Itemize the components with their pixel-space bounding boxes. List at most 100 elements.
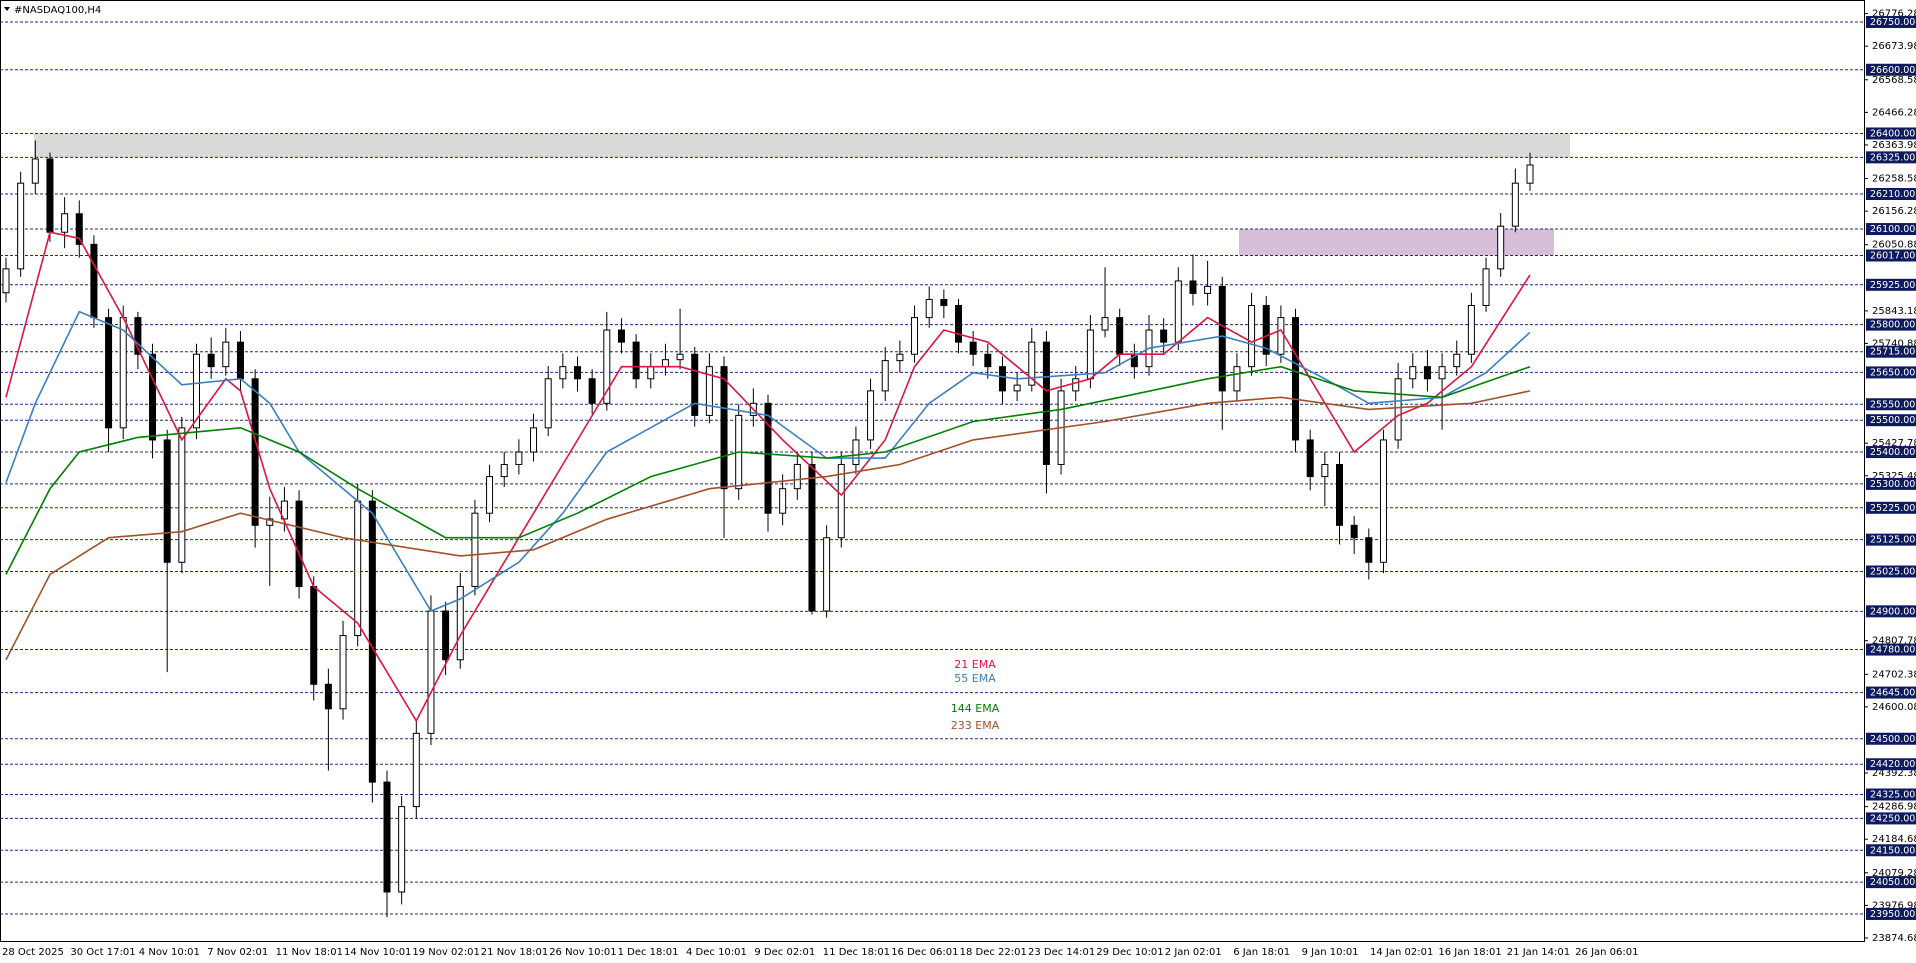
candle-body bbox=[1160, 329, 1168, 343]
legend-entry: 144 EMA bbox=[951, 702, 1000, 715]
x-tick-label: 28 Oct 2025 bbox=[2, 947, 64, 958]
level-label: 25125.00 bbox=[1870, 535, 1915, 546]
level-tag bbox=[1866, 223, 1916, 236]
candle-body bbox=[1526, 164, 1534, 184]
level-label: 24900.00 bbox=[1870, 606, 1915, 617]
candle-body bbox=[588, 378, 596, 404]
menu-arrow bbox=[4, 7, 10, 11]
candle-body bbox=[881, 360, 889, 392]
candle-body bbox=[1072, 378, 1080, 392]
candle-body bbox=[574, 366, 581, 380]
candle-body bbox=[90, 243, 98, 319]
x-tick-label: 16 Dec 06:01 bbox=[891, 947, 958, 958]
candle-body bbox=[1116, 317, 1124, 355]
candle-body bbox=[1394, 378, 1402, 441]
x-tick-label: 18 Dec 22:01 bbox=[960, 947, 1027, 958]
candle-body bbox=[1467, 305, 1475, 355]
level-label: 26210.00 bbox=[1870, 189, 1915, 200]
candle-body bbox=[1174, 280, 1182, 343]
chart-title: #NASDAQ100,H4 bbox=[14, 5, 101, 16]
level-tag bbox=[1866, 366, 1916, 379]
candle-body bbox=[969, 341, 977, 355]
candle-body bbox=[163, 439, 171, 563]
candle-body bbox=[1189, 280, 1197, 294]
candle-body bbox=[793, 463, 801, 490]
level-label: 25300.00 bbox=[1870, 479, 1915, 490]
candle-body bbox=[1423, 366, 1431, 380]
x-tick-label: 9 Dec 02:01 bbox=[754, 947, 815, 958]
candle-body bbox=[1277, 317, 1285, 355]
level-label: 24420.00 bbox=[1870, 759, 1915, 770]
x-tick-label: 19 Nov 02:01 bbox=[412, 947, 479, 958]
level-tag bbox=[1866, 732, 1916, 745]
x-tick-label: 26 Jan 06:01 bbox=[1575, 947, 1638, 958]
level-label: 24150.00 bbox=[1870, 845, 1915, 856]
level-tag bbox=[1866, 151, 1916, 164]
level-tag bbox=[1866, 565, 1916, 578]
y-tick-label: 26776.28 bbox=[1872, 9, 1916, 20]
candle-body bbox=[236, 341, 244, 380]
legend-entry: 55 EMA bbox=[954, 672, 996, 685]
x-tick-label: 11 Dec 18:01 bbox=[823, 947, 890, 958]
candle-body bbox=[207, 353, 215, 368]
candle-body bbox=[149, 353, 157, 441]
x-tick-label: 1 Dec 18:01 bbox=[618, 947, 679, 958]
candle-body bbox=[1511, 182, 1519, 227]
candle-body bbox=[808, 463, 816, 612]
candle-body bbox=[17, 182, 25, 270]
level-label: 26017.00 bbox=[1870, 250, 1915, 261]
candle-body bbox=[442, 610, 450, 661]
candle-body bbox=[998, 366, 1006, 392]
price-zone bbox=[34, 133, 1570, 158]
candle-body bbox=[354, 500, 362, 637]
y-tick-label: 23874.68 bbox=[1872, 933, 1916, 944]
candle-body bbox=[1233, 366, 1241, 392]
candle-body bbox=[2, 268, 10, 294]
x-tick-label: 16 Jan 18:01 bbox=[1438, 947, 1501, 958]
candle-body bbox=[544, 378, 552, 429]
candle-body bbox=[1028, 341, 1036, 386]
level-tag bbox=[1866, 907, 1916, 920]
level-tag bbox=[1866, 63, 1916, 76]
candle-body bbox=[617, 329, 625, 343]
level-label: 24325.00 bbox=[1870, 790, 1915, 801]
candle-body bbox=[1218, 285, 1226, 392]
level-tag bbox=[1866, 501, 1916, 514]
level-tag bbox=[1866, 533, 1916, 546]
candle-body bbox=[1101, 317, 1109, 331]
y-tick-label: 26673.98 bbox=[1872, 41, 1916, 52]
candle-body bbox=[837, 463, 845, 539]
candle-body bbox=[310, 585, 318, 685]
candle-body bbox=[1262, 305, 1270, 355]
y-tick-label: 25740.88 bbox=[1872, 338, 1916, 349]
level-label: 24780.00 bbox=[1870, 645, 1915, 656]
candle-body bbox=[896, 353, 904, 362]
candle-body bbox=[75, 213, 83, 245]
x-tick-label: 7 Nov 02:01 bbox=[207, 947, 268, 958]
y-tick-label: 24807.78 bbox=[1872, 636, 1916, 647]
level-label: 26400.00 bbox=[1870, 128, 1915, 139]
candle-body bbox=[691, 353, 699, 416]
x-tick-label: 11 Nov 18:01 bbox=[276, 947, 343, 958]
candle-body bbox=[559, 366, 567, 380]
candle-body bbox=[193, 353, 200, 429]
candle-body bbox=[911, 317, 919, 355]
level-label: 25550.00 bbox=[1870, 399, 1915, 410]
y-tick-label: 26363.98 bbox=[1872, 140, 1916, 151]
level-label: 26600.00 bbox=[1870, 65, 1915, 76]
x-tick-label: 14 Nov 10:01 bbox=[344, 947, 411, 958]
y-tick-label: 24079.28 bbox=[1872, 868, 1916, 879]
candle-body bbox=[222, 341, 230, 368]
level-label: 24250.00 bbox=[1870, 813, 1915, 824]
candle-body bbox=[1438, 366, 1446, 380]
level-label: 24050.00 bbox=[1870, 877, 1915, 888]
candle-body bbox=[1042, 341, 1050, 465]
x-tick-label: 6 Jan 18:01 bbox=[1233, 947, 1290, 958]
x-tick-label: 29 Dec 10:01 bbox=[1096, 947, 1163, 958]
x-tick-label: 21 Nov 18:01 bbox=[481, 947, 548, 958]
level-label: 26325.00 bbox=[1870, 152, 1915, 163]
candle-body bbox=[500, 463, 508, 478]
candle-body bbox=[779, 488, 787, 514]
candle-body bbox=[46, 158, 54, 233]
level-tag bbox=[1866, 686, 1916, 699]
